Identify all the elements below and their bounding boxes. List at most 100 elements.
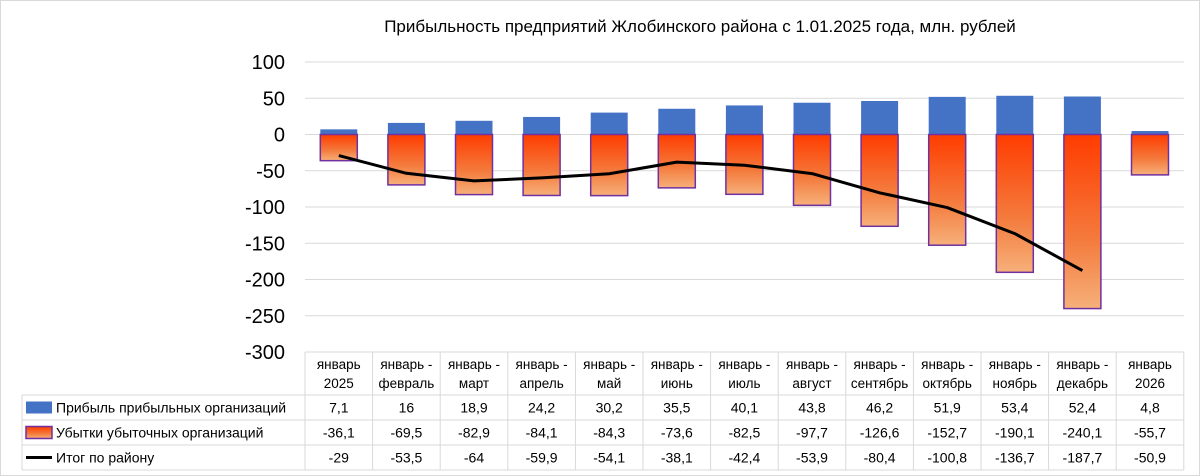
loss-bar (319, 133, 359, 162)
y-tick-label: -300 (245, 342, 285, 364)
data-table-value: -82,9 (458, 425, 490, 441)
category-label: январь - (380, 357, 432, 372)
data-table-value: 30,2 (596, 400, 623, 416)
data-table-value: -82,5 (728, 425, 760, 441)
legend-label: Прибыль прибыльных организаций (56, 400, 286, 416)
data-table-value: 16 (399, 400, 415, 416)
data-table-value: -55,7 (1134, 425, 1166, 441)
y-tick-label: -50 (256, 161, 285, 183)
profit-bar (861, 101, 899, 135)
data-table-value: -53,9 (796, 450, 828, 466)
data-table-value: 35,5 (663, 400, 690, 416)
data-table-value: 52,4 (1069, 400, 1096, 416)
category-label: апрель (519, 376, 563, 391)
category-label: январь (317, 357, 361, 372)
loss-bar (860, 133, 899, 228)
data-table-value: 51,9 (934, 400, 961, 416)
category-label: май (597, 376, 621, 391)
data-table-value: -64 (464, 450, 484, 466)
category-label: июль (728, 376, 760, 391)
loss-bar (387, 133, 426, 186)
data-table-value: -36,1 (323, 425, 355, 441)
category-label: 2026 (1135, 376, 1165, 391)
data-table-value: -84,1 (526, 425, 558, 441)
data-table-value: -42,4 (728, 450, 760, 466)
data-table-value: -80,4 (864, 450, 896, 466)
data-table-value: -54,1 (593, 450, 625, 466)
data-table-value: -84,3 (593, 425, 625, 441)
category-label: март (459, 376, 489, 391)
category-label: январь - (583, 357, 635, 372)
data-table-value: -136,7 (995, 450, 1035, 466)
data-table-value: -50,9 (1134, 450, 1166, 466)
category-label: октябрь (923, 376, 972, 391)
profit-bar (793, 102, 831, 135)
category-label: январь - (651, 357, 703, 372)
category-label: январь - (786, 357, 838, 372)
category-label: январь - (854, 357, 906, 372)
data-table-value: 40,1 (731, 400, 758, 416)
data-table-value: -100,8 (927, 450, 967, 466)
category-label: январь - (448, 357, 500, 372)
y-tick-label: -200 (245, 270, 285, 292)
profit-bar (1131, 131, 1169, 135)
data-table-value: -59,9 (526, 450, 558, 466)
category-label: январь - (516, 357, 568, 372)
loss-bar (589, 133, 629, 197)
data-table-value: -190,1 (995, 425, 1035, 441)
category-label: январь - (718, 357, 770, 372)
profit-bar (523, 116, 561, 135)
category-label: январь - (1056, 357, 1108, 372)
category-label: ноябрь (993, 376, 1038, 391)
profit-bar (1063, 96, 1101, 135)
data-table-value: 18,9 (460, 400, 487, 416)
legend-label: Убытки убыточных организаций (56, 425, 263, 441)
profit-bar (658, 108, 696, 135)
loss-bar (995, 133, 1035, 274)
y-tick-label: -150 (245, 233, 285, 255)
profit-bar (928, 96, 966, 135)
category-label: январь - (921, 357, 973, 372)
data-table-value: -152,7 (927, 425, 967, 441)
data-table-value: 46,2 (866, 400, 893, 416)
total-line (338, 154, 1084, 272)
legend-label: Итог по району (56, 450, 154, 466)
data-table-value: -29 (329, 450, 349, 466)
category-label: 2025 (324, 376, 354, 391)
profit-bar (320, 129, 358, 135)
data-table-value: -38,1 (661, 450, 693, 466)
y-tick-label: 50 (263, 88, 285, 110)
y-tick-label: 0 (274, 125, 285, 147)
data-table-value: -53,5 (390, 450, 422, 466)
category-label: август (792, 376, 831, 391)
data-table-value: 43,8 (798, 400, 825, 416)
data-table-value: 24,2 (528, 400, 555, 416)
category-label: сентябрь (851, 376, 908, 391)
loss-bar (454, 133, 494, 196)
data-table-value: -97,7 (796, 425, 828, 441)
data-table-value: -69,5 (390, 425, 422, 441)
loss-bar (1130, 133, 1170, 176)
category-label: январь - (989, 357, 1041, 372)
category-label: декабрь (1057, 376, 1108, 391)
data-table-value: -73,6 (661, 425, 693, 441)
data-table-value: -240,1 (1063, 425, 1103, 441)
profit-bar (387, 122, 425, 135)
loss-bar (927, 133, 967, 246)
loss-bar (792, 133, 832, 207)
loss-bar (522, 133, 561, 197)
y-tick-label: -100 (245, 197, 285, 219)
profit-bar (996, 95, 1034, 135)
data-table-value: -187,7 (1063, 450, 1103, 466)
y-tick-label: 100 (252, 52, 285, 74)
profit-bar (725, 105, 763, 135)
chart-title: Прибыльность предприятий Жлобинского рай… (384, 17, 1016, 36)
category-label: январь (1128, 357, 1172, 372)
category-label: июнь (661, 376, 693, 391)
legend-swatch-icon (26, 401, 52, 414)
data-table-value: 53,4 (1001, 400, 1028, 416)
data-table-value: -126,6 (860, 425, 900, 441)
profit-bar (455, 120, 493, 135)
data-table-value: 4,8 (1140, 400, 1160, 416)
